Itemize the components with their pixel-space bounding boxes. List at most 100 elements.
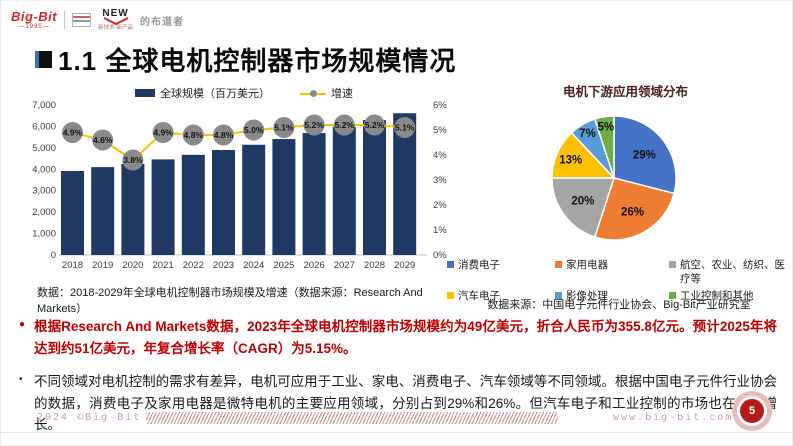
x-axis-label: 2025 [273, 260, 294, 271]
legend-swatch-icon [447, 261, 454, 268]
growth-label: 4.8% [214, 130, 234, 140]
footer-divider [1, 432, 792, 433]
pie-slice-label: 13% [559, 154, 582, 166]
logo-new-sub: 新技术·新产品 [98, 24, 133, 31]
growth-label: 5.2% [304, 120, 324, 130]
pie-legend-item: 汽车电子 [447, 289, 555, 303]
x-axis-label: 2029 [394, 260, 415, 271]
x-axis-label: 2027 [334, 260, 355, 271]
legend-label: 工业控制和其他 [680, 290, 754, 303]
bar-2029 [393, 113, 417, 255]
bullet-item: • 不同领域对电机控制的需求有差异，电机可应用于工业、家电、消费电子、汽车领域等… [19, 371, 777, 436]
bar-2020 [121, 163, 145, 255]
title-row: 1.1 全球电机控制器市场规模情况 [35, 41, 456, 78]
y2-axis-label: 2% [433, 200, 447, 211]
growth-marker [182, 124, 204, 146]
bar-chart-legend: 全球规模（百万美元） 增速 [29, 85, 459, 101]
growth-label: 4.9% [63, 128, 83, 138]
pie-slice-29 [613, 115, 677, 195]
bullet-text: 根据Research And Markets数据，2023年全球电机控制器市场规… [34, 319, 777, 356]
bullet-item: ● 根据Research And Markets数据，2023年全球电机控制器市… [19, 316, 777, 359]
website-text: www.big-bit.com [613, 412, 734, 423]
y-axis-label: 4,000 [32, 164, 56, 175]
page-number: 5 [737, 396, 767, 426]
growth-label: 4.8% [184, 130, 204, 140]
growth-label: 5.1% [395, 123, 415, 133]
x-axis-label: 2024 [243, 260, 264, 271]
legend-label: 消费电子 [458, 259, 500, 271]
logo-v-icon [103, 16, 128, 25]
growth-marker [62, 122, 83, 143]
growth-label: 5.2% [365, 120, 385, 130]
pie-chart-caption: 数据来源：中国电子元件行业协会、Big-Bit产业研究室 [487, 299, 751, 311]
bullet-text: 不同领域对电机控制的需求有差异，电机可应用于工业、家电、消费电子、汽车领域等不同… [34, 374, 777, 433]
pie-slice-label: 29% [633, 149, 656, 161]
x-axis-label: 2020 [122, 260, 143, 271]
y2-axis-label: 3% [433, 175, 447, 186]
y-axis-label: 2,000 [32, 207, 56, 218]
pie-legend-item: 家用电器 [555, 258, 669, 286]
y2-axis-label: 1% [433, 225, 447, 236]
brand-year: —1995— [18, 24, 50, 30]
x-axis-label: 2028 [364, 260, 385, 271]
bar-2024 [242, 144, 266, 255]
growth-label: 4.6% [93, 135, 113, 145]
header-logo: Big-Bit —1995— NEW 新技术·新产品 的布道者 [11, 7, 184, 33]
bar-2028 [363, 120, 386, 255]
bar-line-chart: 0 1,000 2,000 3,000 4,000 5,000 6,000 7,000 0% 1%… [32, 100, 447, 271]
growth-marker [122, 149, 144, 171]
y-axis-label: 1,000 [32, 229, 56, 240]
growth-marker [243, 119, 265, 141]
bar-chart-caption: 数据：2018-2029年全球电机控制器市场规模及增速（数据来源：Researc… [37, 287, 423, 315]
growth-marker [92, 129, 114, 151]
legend-swatch-icon [555, 261, 562, 268]
legend-item-line: 增速 [300, 85, 353, 101]
logo-tagline: 的布道者 [139, 16, 184, 28]
y2-axis-label: 0% [433, 250, 447, 261]
brand-block: Big-Bit —1995— [11, 10, 57, 30]
pie-legend-item: 消费电子 [447, 258, 555, 286]
bar-2023 [212, 150, 235, 255]
legend-label: 影像处理 [566, 290, 608, 303]
bullet-list: ● 根据Research And Markets数据，2023年全球电机控制器市… [19, 316, 777, 436]
bar-2019 [91, 167, 115, 255]
legend-swatch-icon [555, 292, 562, 300]
y-axis-label: 5,000 [32, 143, 56, 154]
title-marker-icon [35, 51, 52, 68]
growth-marker [333, 114, 355, 136]
growth-label: 5.2% [335, 120, 355, 130]
line-swatch-icon [300, 89, 326, 98]
y-axis-label: 0 [51, 250, 56, 261]
page-number-badge: 5 [732, 391, 772, 431]
pie-chart-legend: 消费电子 家用电器 航空、农业、纺织、医疗等汽车电子 影像处理 工业控制和其他 [447, 258, 791, 304]
pie-slice-26 [593, 177, 675, 241]
growth-label: 5.0% [244, 125, 264, 135]
pie-slice-label: 7% [579, 128, 596, 140]
bar-2021 [151, 159, 175, 255]
legend-label: 全球规模（百万美元） [160, 88, 270, 100]
pie-slice-5 [593, 115, 615, 179]
x-axis-label: 2022 [183, 260, 204, 271]
bar-2027 [332, 126, 356, 255]
logo-new-block: NEW 新技术·新产品 [98, 7, 133, 32]
bar-2025 [272, 139, 296, 255]
pie-slice-label: 26% [621, 207, 644, 219]
y2-axis-label: 6% [433, 100, 447, 111]
logo-new-text: NEW [102, 7, 129, 19]
legend-label: 家用电器 [566, 259, 608, 271]
page-title: 1.1 全球电机控制器市场规模情况 [58, 46, 457, 76]
bar-2022 [181, 154, 205, 255]
pie-legend-item: 影像处理 [555, 289, 669, 303]
footer-hatch-band [146, 412, 558, 424]
bullet-dot: ● [19, 319, 26, 330]
legend-item-bars: 全球规模（百万美元） [135, 85, 270, 101]
pie-chart-title: 电机下游应用领域分布 [563, 85, 689, 99]
pie-legend-item: 航空、农业、纺织、医疗等 [669, 258, 791, 286]
legend-swatch-icon [669, 261, 676, 268]
pie-slice-20 [551, 177, 616, 238]
y2-axis-label: 4% [433, 150, 447, 161]
x-axis-label: 2018 [62, 260, 83, 271]
growth-marker [273, 117, 295, 138]
bullet-dot: • [19, 374, 23, 386]
